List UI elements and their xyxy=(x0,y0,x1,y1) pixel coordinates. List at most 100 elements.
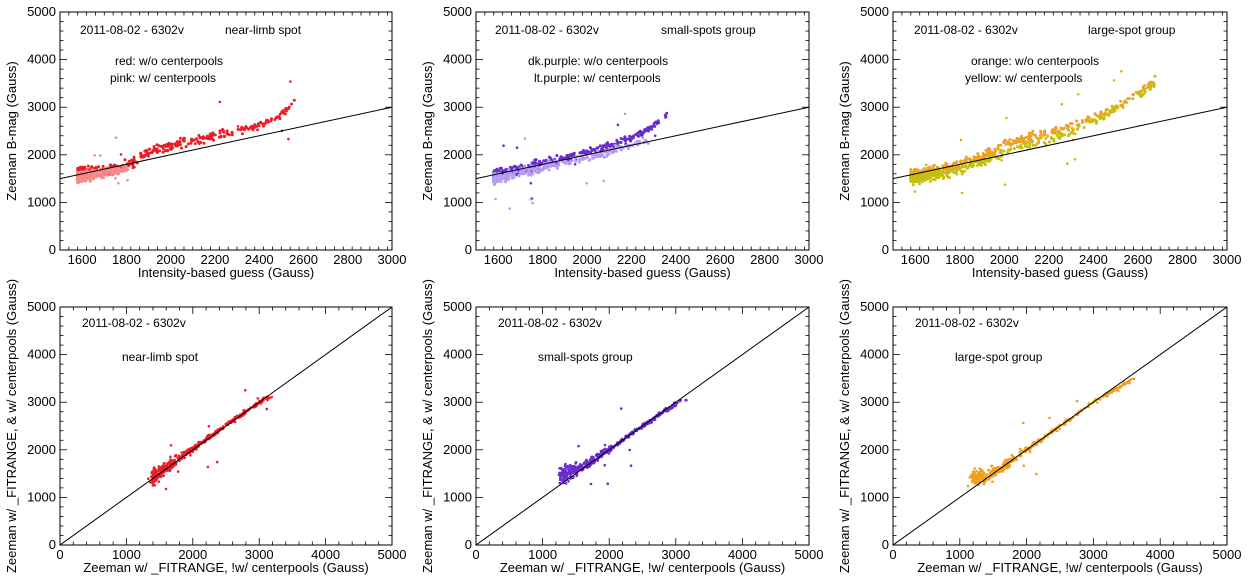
data-point xyxy=(77,179,81,183)
y-tick-label: 5000 xyxy=(860,4,889,19)
data-point xyxy=(996,147,1000,151)
x-axis-label: Zeeman w/ _FITRANGE, !w/ centerpools (Ga… xyxy=(500,560,785,575)
data-point xyxy=(983,156,987,159)
y-tick-label: 2000 xyxy=(27,442,56,457)
data-point xyxy=(1032,133,1036,137)
data-point xyxy=(1064,124,1068,128)
data-point xyxy=(545,165,549,169)
data-point xyxy=(656,121,660,125)
data-point xyxy=(182,139,186,143)
data-point xyxy=(499,174,503,178)
data-point xyxy=(247,127,251,131)
data-point xyxy=(165,469,168,472)
annotation: large-spot group xyxy=(955,350,1043,364)
plot-frame xyxy=(59,306,393,546)
x-tick-label: 0 xyxy=(56,547,63,562)
data-point xyxy=(992,467,995,470)
data-point xyxy=(1020,137,1024,140)
x-tick-label: 1800 xyxy=(528,252,557,267)
data-point xyxy=(1109,109,1113,113)
data-point xyxy=(561,473,565,477)
data-point xyxy=(918,182,921,186)
x-axis-label: Intensity-based guess (Gauss) xyxy=(972,265,1148,280)
data-point xyxy=(1105,394,1108,398)
data-point xyxy=(1014,141,1018,145)
outlier-point xyxy=(207,424,211,428)
data-point xyxy=(946,171,949,174)
data-point xyxy=(139,151,143,155)
x-tick-label: 1000 xyxy=(528,547,557,562)
data-point xyxy=(582,462,585,465)
data-point xyxy=(108,168,112,172)
y-tick-label: 3000 xyxy=(860,394,889,409)
data-point xyxy=(180,451,183,454)
data-point xyxy=(1086,115,1090,119)
data-point xyxy=(102,176,105,180)
outlier-point xyxy=(206,465,210,469)
plot-frame xyxy=(892,11,1228,251)
data-point xyxy=(564,476,568,480)
outlier-point xyxy=(494,197,497,201)
outlier-point xyxy=(502,144,505,147)
data-point xyxy=(978,467,981,470)
data-point xyxy=(274,116,278,119)
outlier-point xyxy=(119,153,123,156)
data-point xyxy=(239,128,243,132)
data-point xyxy=(1023,144,1027,148)
x-tick-label: 0 xyxy=(472,547,479,562)
data-point xyxy=(1067,133,1071,137)
x-tick-label: 3000 xyxy=(1213,252,1242,267)
data-point xyxy=(570,468,574,471)
data-point xyxy=(1043,132,1047,136)
data-point xyxy=(192,138,196,142)
x-tick-label: 2200 xyxy=(617,252,646,267)
data-point xyxy=(1121,106,1125,109)
y-tick-label: 3000 xyxy=(443,99,472,114)
outlier-point xyxy=(565,466,569,469)
data-point xyxy=(987,468,990,472)
data-point xyxy=(1098,398,1102,401)
data-point xyxy=(577,160,581,164)
y-tick-label: 4000 xyxy=(27,52,56,67)
data-point xyxy=(547,159,550,163)
outlier-point xyxy=(653,134,657,137)
x-tick-label: 2000 xyxy=(178,547,207,562)
annotation: 2011-08-02 - 6302v xyxy=(915,316,1019,330)
reference-line xyxy=(893,307,1227,545)
outlier-point xyxy=(963,160,967,163)
data-point xyxy=(672,404,675,408)
data-point xyxy=(255,124,259,128)
data-point xyxy=(241,132,244,136)
outlier-point xyxy=(602,179,605,183)
y-tick-label: 4000 xyxy=(27,347,56,362)
x-axis-label: Intensity-based guess (Gauss) xyxy=(554,265,730,280)
outlier-point xyxy=(1000,159,1003,162)
data-point xyxy=(190,139,194,143)
outlier-point xyxy=(1048,416,1051,420)
data-point xyxy=(979,156,983,160)
data-point xyxy=(929,171,933,175)
data-point xyxy=(101,164,105,168)
data-point xyxy=(523,164,527,168)
data-point xyxy=(586,466,589,470)
y-tick-label: 1000 xyxy=(27,194,56,209)
data-point xyxy=(548,163,552,167)
data-point xyxy=(1095,114,1099,118)
data-point xyxy=(603,447,607,451)
data-point xyxy=(549,156,552,160)
data-point xyxy=(604,143,608,146)
data-point xyxy=(917,178,921,182)
data-point xyxy=(615,144,619,148)
data-point xyxy=(498,167,502,171)
data-point xyxy=(1124,382,1127,385)
data-point xyxy=(929,174,933,178)
annotation: 2011-08-02 - 6302v xyxy=(914,23,1018,37)
data-point xyxy=(139,155,143,159)
data-point xyxy=(1059,127,1063,131)
data-point xyxy=(88,179,92,183)
data-point xyxy=(210,133,214,137)
y-tick-label: 2000 xyxy=(860,442,889,457)
data-point xyxy=(224,422,227,426)
outlier-point xyxy=(629,464,633,468)
data-point xyxy=(574,159,578,163)
